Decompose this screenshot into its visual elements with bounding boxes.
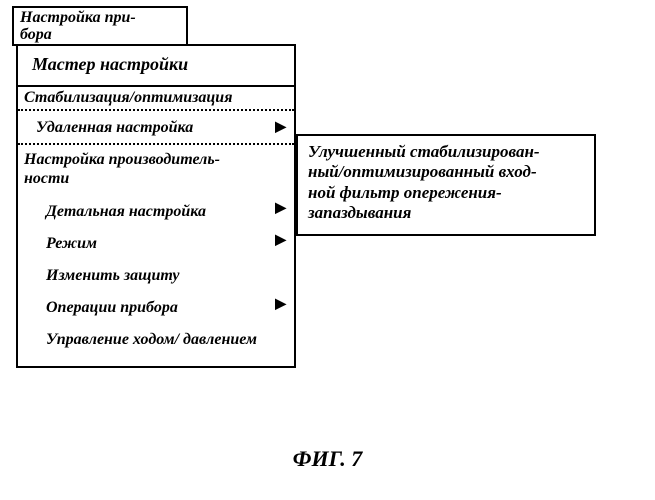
main-menu-panel: Мастер настройки Стабилизация/оптимизаци… xyxy=(16,44,296,368)
background-menu-panel: Настройка при- бора xyxy=(12,6,188,46)
figure-caption: ФИГ. 7 xyxy=(0,446,655,472)
menu-item-device-operations[interactable]: Операции прибора ▶ xyxy=(18,292,294,324)
background-menu-title-line2: бора xyxy=(20,27,180,44)
separator-dotted-2 xyxy=(18,143,294,145)
flyout-line3: ной фильтр опережения- xyxy=(308,183,584,203)
menu-item-detail-setup-label: Детальная настройка xyxy=(46,203,206,220)
menu-item-travel-pressure-control[interactable]: Управление ходом/ давлением xyxy=(18,324,294,356)
flyout-line4: запаздывания xyxy=(308,203,584,223)
menu-item-remote-setup-label: Удаленная настройка xyxy=(36,119,193,136)
section-performance-line2: ности xyxy=(24,170,288,188)
menu-item-remote-setup[interactable]: Удаленная настройка ▶ xyxy=(18,115,294,141)
flyout-line1: Улучшенный стабилизирован- xyxy=(308,142,584,162)
menu-item-travel-pressure-control-label: Управление ходом/ давлением xyxy=(46,331,257,348)
main-menu-title: Мастер настройки xyxy=(18,46,294,87)
menu-item-change-protection-label: Изменить защиту xyxy=(46,267,180,284)
section-stabilization: Стабилизация/оптимизация xyxy=(18,87,294,107)
menu-item-mode-label: Режим xyxy=(46,235,97,252)
submenu-arrow-icon: ▶ xyxy=(275,119,286,137)
submenu-arrow-icon: ▶ xyxy=(275,296,286,314)
submenu-arrow-icon: ▶ xyxy=(275,200,286,218)
flyout-submenu-panel[interactable]: Улучшенный стабилизирован- ный/оптимизир… xyxy=(296,134,596,236)
submenu-arrow-icon: ▶ xyxy=(275,232,286,250)
section-performance: Настройка производитель- ности xyxy=(18,149,294,190)
separator-dotted-1 xyxy=(18,109,294,111)
menu-item-device-operations-label: Операции прибора xyxy=(46,299,178,316)
flyout-line2: ный/оптимизированный вход- xyxy=(308,162,584,182)
section-performance-line1: Настройка производитель- xyxy=(24,151,288,169)
submenu-list: Детальная настройка ▶ Режим ▶ Изменить з… xyxy=(18,190,294,366)
menu-item-change-protection[interactable]: Изменить защиту xyxy=(18,260,294,292)
background-menu-title-line1: Настройка при- xyxy=(20,10,180,27)
menu-item-mode[interactable]: Режим ▶ xyxy=(18,228,294,260)
menu-item-detail-setup[interactable]: Детальная настройка ▶ xyxy=(18,196,294,228)
